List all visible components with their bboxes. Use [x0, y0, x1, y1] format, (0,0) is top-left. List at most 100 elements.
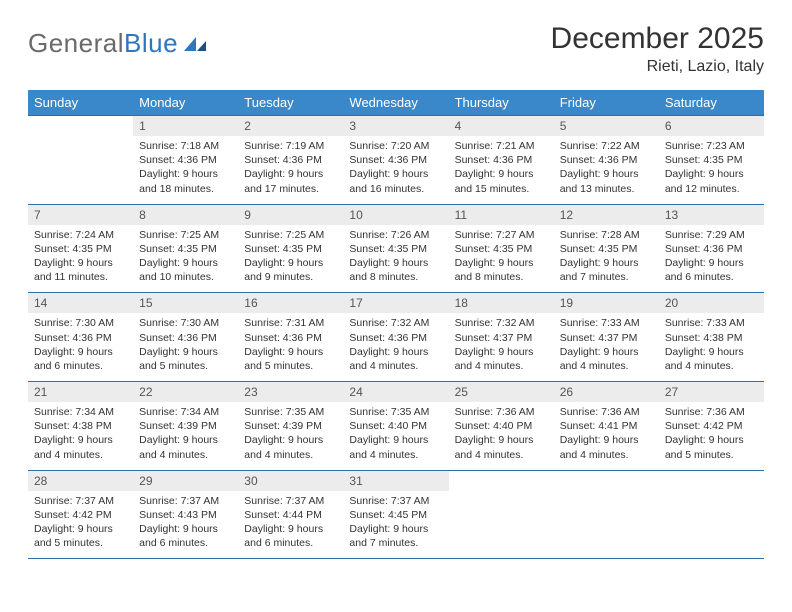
- daylight-text: Daylight: 9 hours and 4 minutes.: [665, 345, 758, 373]
- day-header: Sunday: [28, 90, 133, 116]
- daylight-text: Daylight: 9 hours and 4 minutes.: [455, 345, 548, 373]
- daylight-text: Daylight: 9 hours and 6 minutes.: [139, 522, 232, 550]
- day-details: Sunrise: 7:35 AMSunset: 4:39 PMDaylight:…: [238, 402, 343, 470]
- calendar-cell: 15Sunrise: 7:30 AMSunset: 4:36 PMDayligh…: [133, 293, 238, 382]
- daylight-text: Daylight: 9 hours and 17 minutes.: [244, 167, 337, 195]
- calendar-week: 1Sunrise: 7:18 AMSunset: 4:36 PMDaylight…: [28, 116, 764, 205]
- sunset-text: Sunset: 4:36 PM: [34, 331, 127, 345]
- daylight-text: Daylight: 9 hours and 12 minutes.: [665, 167, 758, 195]
- calendar-cell: 21Sunrise: 7:34 AMSunset: 4:38 PMDayligh…: [28, 382, 133, 471]
- day-details: Sunrise: 7:37 AMSunset: 4:42 PMDaylight:…: [28, 491, 133, 559]
- daylight-text: Daylight: 9 hours and 5 minutes.: [244, 345, 337, 373]
- calendar-body: 1Sunrise: 7:18 AMSunset: 4:36 PMDaylight…: [28, 116, 764, 559]
- day-number: 17: [343, 293, 448, 313]
- daylight-text: Daylight: 9 hours and 7 minutes.: [560, 256, 653, 284]
- daylight-text: Daylight: 9 hours and 18 minutes.: [139, 167, 232, 195]
- calendar-cell: 1Sunrise: 7:18 AMSunset: 4:36 PMDaylight…: [133, 116, 238, 205]
- day-number: 21: [28, 382, 133, 402]
- sunrise-text: Sunrise: 7:32 AM: [455, 316, 548, 330]
- sunset-text: Sunset: 4:36 PM: [560, 153, 653, 167]
- day-details: Sunrise: 7:36 AMSunset: 4:41 PMDaylight:…: [554, 402, 659, 470]
- calendar-cell: [449, 470, 554, 559]
- calendar-cell: 28Sunrise: 7:37 AMSunset: 4:42 PMDayligh…: [28, 470, 133, 559]
- sunset-text: Sunset: 4:35 PM: [455, 242, 548, 256]
- sunrise-text: Sunrise: 7:29 AM: [665, 228, 758, 242]
- day-details: Sunrise: 7:37 AMSunset: 4:44 PMDaylight:…: [238, 491, 343, 559]
- logo-text-general: General: [28, 28, 124, 58]
- daylight-text: Daylight: 9 hours and 9 minutes.: [244, 256, 337, 284]
- sunrise-text: Sunrise: 7:33 AM: [665, 316, 758, 330]
- daylight-text: Daylight: 9 hours and 13 minutes.: [560, 167, 653, 195]
- day-header: Saturday: [659, 90, 764, 116]
- day-details: Sunrise: 7:29 AMSunset: 4:36 PMDaylight:…: [659, 225, 764, 293]
- daylight-text: Daylight: 9 hours and 4 minutes.: [244, 433, 337, 461]
- location: Rieti, Lazio, Italy: [551, 58, 764, 76]
- day-number: 14: [28, 293, 133, 313]
- sunset-text: Sunset: 4:36 PM: [139, 331, 232, 345]
- day-header: Monday: [133, 90, 238, 116]
- day-number: 20: [659, 293, 764, 313]
- sunrise-text: Sunrise: 7:22 AM: [560, 139, 653, 153]
- day-details: Sunrise: 7:33 AMSunset: 4:37 PMDaylight:…: [554, 313, 659, 381]
- calendar-week: 21Sunrise: 7:34 AMSunset: 4:38 PMDayligh…: [28, 382, 764, 471]
- daylight-text: Daylight: 9 hours and 16 minutes.: [349, 167, 442, 195]
- calendar-cell: 23Sunrise: 7:35 AMSunset: 4:39 PMDayligh…: [238, 382, 343, 471]
- day-details: Sunrise: 7:36 AMSunset: 4:42 PMDaylight:…: [659, 402, 764, 470]
- calendar-week: 7Sunrise: 7:24 AMSunset: 4:35 PMDaylight…: [28, 204, 764, 293]
- calendar-cell: 14Sunrise: 7:30 AMSunset: 4:36 PMDayligh…: [28, 293, 133, 382]
- day-number: 10: [343, 205, 448, 225]
- day-details: Sunrise: 7:32 AMSunset: 4:36 PMDaylight:…: [343, 313, 448, 381]
- sunrise-text: Sunrise: 7:37 AM: [349, 494, 442, 508]
- calendar-cell: 2Sunrise: 7:19 AMSunset: 4:36 PMDaylight…: [238, 116, 343, 205]
- day-number: 9: [238, 205, 343, 225]
- daylight-text: Daylight: 9 hours and 6 minutes.: [244, 522, 337, 550]
- calendar-week: 28Sunrise: 7:37 AMSunset: 4:42 PMDayligh…: [28, 470, 764, 559]
- calendar-cell: 5 Sunrise: 7:22 AMSunset: 4:36 PMDaylight…: [554, 116, 659, 205]
- sunrise-text: Sunrise: 7:36 AM: [560, 405, 653, 419]
- sunset-text: Sunset: 4:36 PM: [139, 153, 232, 167]
- daylight-text: Daylight: 9 hours and 5 minutes.: [665, 433, 758, 461]
- sunrise-text: Sunrise: 7:25 AM: [139, 228, 232, 242]
- daylight-text: Daylight: 9 hours and 6 minutes.: [34, 345, 127, 373]
- month-title: December 2025: [551, 22, 764, 56]
- day-number: 5: [554, 116, 659, 136]
- day-details: Sunrise: 7:23 AMSunset: 4:35 PMDaylight:…: [659, 136, 764, 204]
- daylight-text: Daylight: 9 hours and 8 minutes.: [349, 256, 442, 284]
- sunrise-text: Sunrise: 7:30 AM: [139, 316, 232, 330]
- sunset-text: Sunset: 4:45 PM: [349, 508, 442, 522]
- day-details: Sunrise: 7:34 AMSunset: 4:39 PMDaylight:…: [133, 402, 238, 470]
- day-number: 22: [133, 382, 238, 402]
- day-number: 24: [343, 382, 448, 402]
- sunset-text: Sunset: 4:40 PM: [349, 419, 442, 433]
- day-number: 25: [449, 382, 554, 402]
- daylight-text: Daylight: 9 hours and 6 minutes.: [665, 256, 758, 284]
- day-number: 18: [449, 293, 554, 313]
- calendar-cell: [554, 470, 659, 559]
- sunset-text: Sunset: 4:37 PM: [455, 331, 548, 345]
- sunset-text: Sunset: 4:39 PM: [139, 419, 232, 433]
- daylight-text: Daylight: 9 hours and 5 minutes.: [34, 522, 127, 550]
- header: GeneralBlue December 2025 Rieti, Lazio, …: [28, 22, 764, 76]
- daylight-text: Daylight: 9 hours and 10 minutes.: [139, 256, 232, 284]
- calendar-cell: 9Sunrise: 7:25 AMSunset: 4:35 PMDaylight…: [238, 204, 343, 293]
- daylight-text: Daylight: 9 hours and 15 minutes.: [455, 167, 548, 195]
- day-details: Sunrise: 7:37 AMSunset: 4:45 PMDaylight:…: [343, 491, 448, 559]
- sunrise-text: Sunrise: 7:23 AM: [665, 139, 758, 153]
- day-number: 8: [133, 205, 238, 225]
- calendar-cell: 16Sunrise: 7:31 AMSunset: 4:36 PMDayligh…: [238, 293, 343, 382]
- day-details: Sunrise: 7:21 AMSunset: 4:36 PMDaylight:…: [449, 136, 554, 204]
- sunrise-text: Sunrise: 7:24 AM: [34, 228, 127, 242]
- daylight-text: Daylight: 9 hours and 8 minutes.: [455, 256, 548, 284]
- sunset-text: Sunset: 4:36 PM: [244, 331, 337, 345]
- sunset-text: Sunset: 4:36 PM: [349, 153, 442, 167]
- day-details: Sunrise: 7:19 AMSunset: 4:36 PMDaylight:…: [238, 136, 343, 204]
- sunrise-text: Sunrise: 7:28 AM: [560, 228, 653, 242]
- day-number: 11: [449, 205, 554, 225]
- calendar-cell: 3Sunrise: 7:20 AMSunset: 4:36 PMDaylight…: [343, 116, 448, 205]
- sunset-text: Sunset: 4:42 PM: [34, 508, 127, 522]
- sunset-text: Sunset: 4:42 PM: [665, 419, 758, 433]
- daylight-text: Daylight: 9 hours and 5 minutes.: [139, 345, 232, 373]
- day-number: 30: [238, 471, 343, 491]
- sunrise-text: Sunrise: 7:33 AM: [560, 316, 653, 330]
- daylight-text: Daylight: 9 hours and 11 minutes.: [34, 256, 127, 284]
